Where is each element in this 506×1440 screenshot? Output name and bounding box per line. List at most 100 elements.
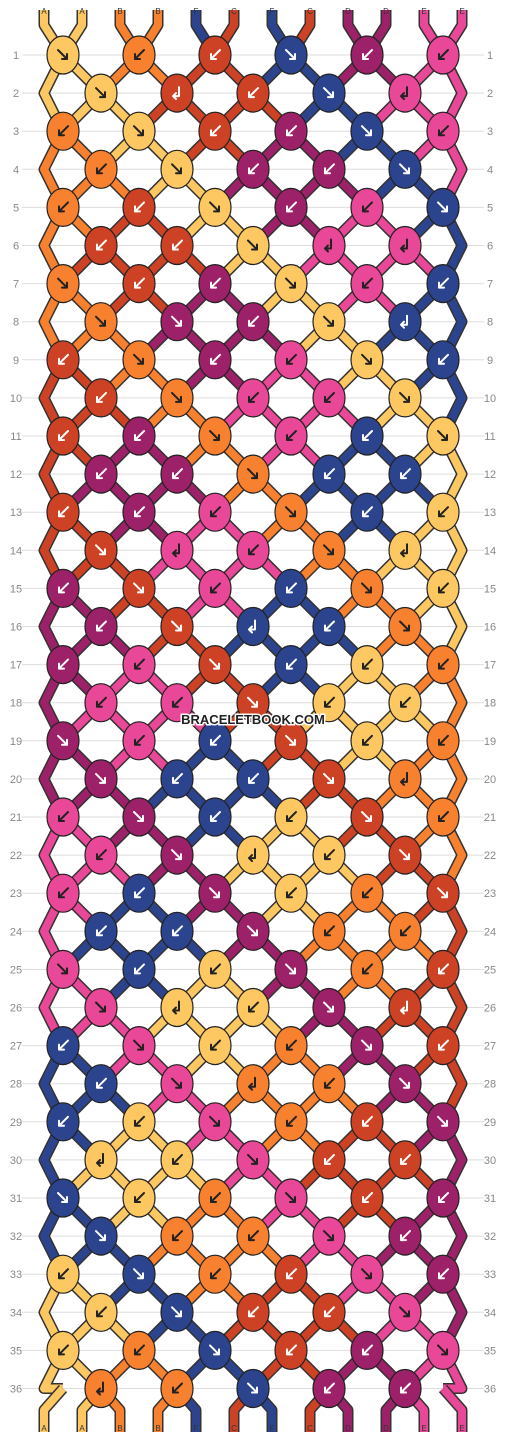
row-number-right: 31 [484,1193,496,1205]
row-number-left: 2 [13,88,19,100]
knot [274,264,308,304]
knot [84,378,118,418]
row-number-right: 11 [484,431,495,443]
knot-arrow-icon [438,1039,449,1051]
knot [312,1292,346,1332]
knot [198,264,232,304]
knot-arrow-icon [95,1230,106,1242]
knot-arrow-icon [171,391,182,403]
row-number-right: 26 [484,1003,496,1015]
knot-arrow-icon [247,468,258,480]
knot [312,606,346,647]
row-number-right: 30 [484,1155,496,1167]
knot [198,1178,232,1218]
knot-arrow-icon [209,430,220,441]
knot [46,264,80,304]
bottom-string-label: A [41,1424,47,1433]
knot-arrow-icon [172,543,180,558]
knot [122,797,156,837]
knot [198,873,232,913]
knot [426,644,460,685]
row-number-left: 13 [10,507,22,519]
row-number-right: 13 [484,507,496,519]
knot [426,416,460,456]
knot [236,1064,270,1104]
knot-arrow-icon [133,353,144,365]
knot [84,1140,118,1180]
knot [312,1140,346,1180]
knot-arrow-icon [95,315,106,327]
knot [350,1254,384,1294]
knot-arrow-icon [324,1382,335,1394]
knot-arrow-icon [172,468,183,480]
knot [274,1102,308,1142]
knot [46,187,80,227]
knot-arrow-icon [248,163,259,175]
knot-arrow-icon [286,125,297,137]
row-number-left: 26 [10,1003,22,1015]
knot [274,568,308,609]
knot-arrow-icon [96,1077,107,1089]
knot-arrow-icon [400,1000,408,1015]
knot-arrow-icon [58,125,69,137]
knot [236,302,270,342]
knot [46,721,80,761]
bottom-string-label: F [194,1424,199,1433]
knot-arrow-icon [286,353,297,365]
knot [236,149,270,189]
knot [46,1025,80,1066]
knot-arrow-icon [399,1077,410,1089]
knot [274,1178,308,1218]
knot [122,340,156,380]
row-number-right: 7 [487,279,493,291]
knot [426,721,460,761]
knot-arrow-icon [134,963,145,975]
knot [426,35,460,75]
knot-arrow-icon [437,1344,448,1356]
knot-arrow-icon [324,1153,335,1165]
top-string-label: C [231,7,237,16]
knot [236,1140,270,1180]
knot [236,1216,270,1256]
row-number-right: 15 [484,583,496,595]
knot-arrow-icon [171,620,182,632]
knot [122,1330,156,1371]
knot-arrow-icon [438,506,449,518]
row-number-right: 1 [487,50,493,62]
knot [198,1102,232,1142]
bottom-string-label: D [383,1424,389,1433]
knot [274,721,308,761]
knot-arrow-icon [248,1230,259,1242]
knot-arrow-icon [285,506,296,518]
knot-arrow-icon [438,49,449,60]
knot-arrow-icon [172,696,183,708]
row-number-left: 5 [13,202,19,214]
top-string-label: B [117,7,122,16]
knot-arrow-icon [58,1039,69,1051]
knot-arrow-icon [362,734,373,746]
knot [388,378,422,418]
knot [84,149,118,189]
knot [46,35,80,75]
knot-arrow-icon [324,849,335,861]
knot-arrow-icon [362,963,373,975]
knot-arrow-icon [96,163,107,175]
knot-arrow-icon [437,887,448,899]
knot [426,1025,460,1066]
knot-arrow-icon [96,1381,104,1396]
knot-arrow-icon [172,239,183,251]
bottom-string-label: E [421,1424,426,1433]
top-string-label: E [421,7,426,16]
row-number-right: 5 [487,202,493,214]
knot [388,683,422,723]
knot [312,1064,346,1104]
knot [426,873,460,913]
knot-arrow-icon [96,925,107,937]
knot-arrow-icon [133,125,144,137]
knot [84,73,118,113]
knot [84,454,118,494]
row-number-left: 33 [10,1269,22,1281]
knot-arrow-icon [58,201,69,213]
knot-arrow-icon [171,1077,182,1089]
row-number-left: 7 [13,279,19,291]
